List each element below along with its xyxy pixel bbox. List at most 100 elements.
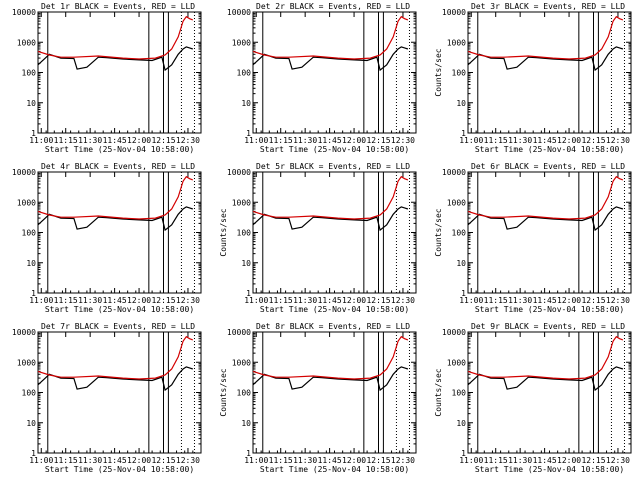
x-tick-label: 11:00 bbox=[244, 456, 268, 465]
x-axis-label: Start Time (25-Nov-04 10:58:00) bbox=[475, 145, 624, 154]
lld-series-line bbox=[252, 15, 409, 60]
x-tick-label: 12:15 bbox=[581, 456, 605, 465]
x-tick-label: 11:15 bbox=[269, 456, 293, 465]
x-tick-label: 12:30 bbox=[176, 296, 200, 305]
x-tick-label: 11:00 bbox=[244, 136, 268, 145]
panel-title: Det 7r BLACK = Events, RED = LLD bbox=[41, 322, 195, 331]
y-tick-label: 10000 bbox=[12, 328, 36, 337]
detector-panel: Det 4r BLACK = Events, RED = LLD 1 10 100 10… bbox=[12, 162, 202, 314]
y-tick-label: 10 bbox=[26, 259, 36, 268]
x-axis-label: Start Time (25-Nov-04 10:58:00) bbox=[45, 305, 194, 314]
plot-frame bbox=[252, 171, 417, 294]
y-tick-label: 1000 bbox=[232, 358, 251, 367]
x-tick-label: 11:15 bbox=[54, 136, 78, 145]
y-tick-label: 100 bbox=[22, 389, 37, 398]
plot-frame bbox=[37, 331, 202, 454]
y-tick-label: 100 bbox=[237, 389, 252, 398]
y-tick-label: 100 bbox=[452, 389, 467, 398]
detector-panel: Det 9r BLACK = Events, RED = LLD 1 10 100 10… bbox=[434, 322, 632, 474]
x-tick-label: 11:15 bbox=[269, 136, 293, 145]
y-axis-label: Counts/sec bbox=[219, 208, 228, 256]
events-series-line bbox=[37, 206, 193, 232]
plot-frame bbox=[37, 171, 202, 294]
x-axis-label: Start Time (25-Nov-04 10:58:00) bbox=[45, 145, 194, 154]
x-tick-label: 11:30 bbox=[293, 136, 317, 145]
x-tick-label: 11:15 bbox=[54, 456, 78, 465]
panel-title: Det 1r BLACK = Events, RED = LLD bbox=[41, 2, 195, 11]
x-tick-label: 11:15 bbox=[484, 456, 508, 465]
x-tick-label: 11:30 bbox=[78, 296, 102, 305]
x-tick-label: 12:15 bbox=[366, 136, 390, 145]
y-tick-label: 10000 bbox=[12, 8, 36, 17]
x-tick-label: 12:15 bbox=[366, 456, 390, 465]
x-tick-label: 12:00 bbox=[342, 296, 366, 305]
x-tick-label: 12:30 bbox=[391, 136, 415, 145]
panel-title: Det 9r BLACK = Events, RED = LLD bbox=[471, 322, 625, 331]
x-tick-label: 11:30 bbox=[293, 296, 317, 305]
lld-series-line bbox=[467, 175, 624, 220]
detector-panel: Det 7r BLACK = Events, RED = LLD 1 10 100 10… bbox=[12, 322, 202, 474]
detector-panel: Det 6r BLACK = Events, RED = LLD 1 10 100 10… bbox=[434, 162, 632, 314]
x-tick-label: 12:00 bbox=[557, 456, 581, 465]
y-tick-label: 1 bbox=[461, 289, 466, 298]
panel-title: Det 3r BLACK = Events, RED = LLD bbox=[471, 2, 625, 11]
x-tick-label: 11:45 bbox=[318, 296, 342, 305]
y-tick-label: 1 bbox=[461, 129, 466, 138]
x-tick-label: 12:15 bbox=[581, 136, 605, 145]
plot-frame bbox=[467, 171, 632, 294]
y-tick-label: 1000 bbox=[447, 38, 466, 47]
y-tick-label: 10 bbox=[26, 99, 36, 108]
lld-series-line bbox=[252, 335, 409, 380]
x-tick-label: 12:00 bbox=[557, 136, 581, 145]
x-tick-label: 12:15 bbox=[151, 456, 175, 465]
detector-panel: Det 2r BLACK = Events, RED = LLD 1 10 100 10… bbox=[227, 2, 417, 154]
y-tick-label: 10000 bbox=[12, 168, 36, 177]
y-tick-label: 1000 bbox=[232, 38, 251, 47]
y-tick-label: 100 bbox=[22, 69, 37, 78]
x-tick-label: 12:30 bbox=[391, 296, 415, 305]
detector-panel: Det 3r BLACK = Events, RED = LLD 1 10 100 10… bbox=[434, 2, 632, 154]
panel-title: Det 5r BLACK = Events, RED = LLD bbox=[256, 162, 410, 171]
panel-title: Det 6r BLACK = Events, RED = LLD bbox=[471, 162, 625, 171]
x-tick-label: 11:00 bbox=[29, 296, 53, 305]
detector-panel: Det 1r BLACK = Events, RED = LLD 1 10 100 10… bbox=[12, 2, 202, 154]
plot-frame bbox=[252, 11, 417, 134]
x-tick-label: 11:15 bbox=[54, 296, 78, 305]
x-tick-label: 11:45 bbox=[533, 456, 557, 465]
y-tick-label: 10000 bbox=[227, 168, 251, 177]
x-tick-label: 11:30 bbox=[508, 136, 532, 145]
x-tick-label: 11:30 bbox=[293, 456, 317, 465]
y-tick-label: 1 bbox=[246, 449, 251, 458]
x-tick-label: 12:30 bbox=[606, 456, 630, 465]
x-tick-label: 12:00 bbox=[557, 296, 581, 305]
plot-frame bbox=[467, 331, 632, 454]
x-axis-label: Start Time (25-Nov-04 10:58:00) bbox=[475, 305, 624, 314]
x-tick-label: 12:15 bbox=[581, 296, 605, 305]
y-tick-label: 1 bbox=[31, 449, 36, 458]
x-tick-label: 11:00 bbox=[459, 296, 483, 305]
x-tick-label: 11:15 bbox=[484, 296, 508, 305]
x-axis-label: Start Time (25-Nov-04 10:58:00) bbox=[475, 465, 624, 474]
x-axis-label: Start Time (25-Nov-04 10:58:00) bbox=[45, 465, 194, 474]
x-tick-label: 11:00 bbox=[244, 296, 268, 305]
x-tick-label: 12:30 bbox=[391, 456, 415, 465]
panel-title: Det 2r BLACK = Events, RED = LLD bbox=[256, 2, 410, 11]
x-tick-label: 12:30 bbox=[606, 136, 630, 145]
events-series-line bbox=[37, 366, 193, 392]
x-axis-label: Start Time (25-Nov-04 10:58:00) bbox=[260, 305, 409, 314]
y-tick-label: 10000 bbox=[227, 8, 251, 17]
y-axis-label: Counts/sec bbox=[434, 48, 443, 96]
x-tick-label: 12:00 bbox=[127, 456, 151, 465]
y-tick-label: 10 bbox=[241, 259, 251, 268]
x-axis-label: Start Time (25-Nov-04 10:58:00) bbox=[260, 145, 409, 154]
y-tick-label: 10000 bbox=[227, 328, 251, 337]
x-tick-label: 11:30 bbox=[78, 456, 102, 465]
y-tick-label: 1000 bbox=[17, 358, 36, 367]
x-tick-label: 12:15 bbox=[151, 136, 175, 145]
y-tick-label: 10 bbox=[456, 419, 466, 428]
y-tick-label: 1 bbox=[461, 449, 466, 458]
x-tick-label: 12:30 bbox=[176, 456, 200, 465]
y-axis-label: Counts/sec bbox=[434, 208, 443, 256]
x-tick-label: 12:15 bbox=[151, 296, 175, 305]
